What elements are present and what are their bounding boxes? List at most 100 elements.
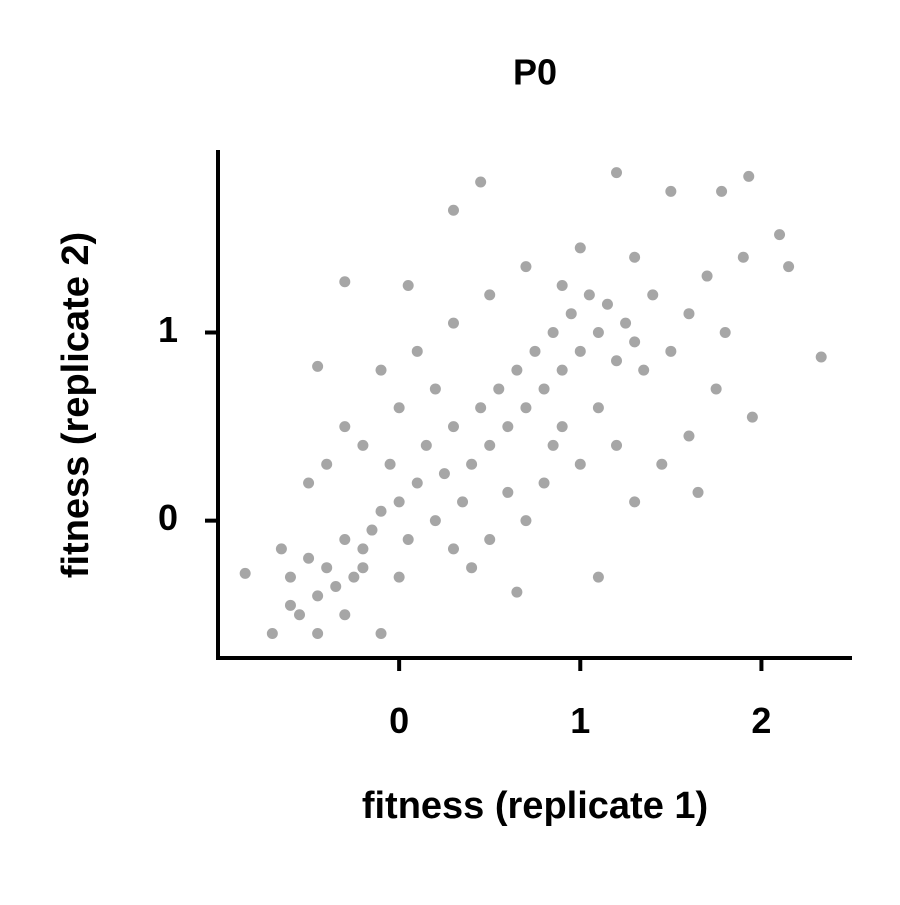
scatter-point: [393, 496, 405, 508]
scatter-point: [457, 496, 469, 508]
scatter-point: [438, 468, 450, 480]
scatter-point: [611, 355, 623, 367]
scatter-point: [429, 515, 441, 527]
scatter-point: [629, 251, 641, 263]
scatter-point: [294, 609, 306, 621]
scatter-point: [743, 170, 755, 182]
scatter-point: [447, 204, 459, 216]
scatter-point: [520, 515, 532, 527]
scatter-point: [538, 477, 550, 489]
scatter-point: [375, 364, 387, 376]
x-axis-label: fitness (replicate 1): [362, 785, 708, 827]
scatter-point: [556, 421, 568, 433]
scatter-point: [411, 477, 423, 489]
scatter-point: [647, 289, 659, 301]
scatter-point: [384, 458, 396, 470]
scatter-point: [638, 364, 650, 376]
scatter-point: [574, 458, 586, 470]
scatter-point: [312, 360, 324, 372]
scatter-point: [484, 289, 496, 301]
scatter-point: [393, 571, 405, 583]
scatter-point: [357, 439, 369, 451]
scatter-point: [511, 364, 523, 376]
scatter-point: [556, 364, 568, 376]
scatter-point: [592, 327, 604, 339]
y-tick-label: 0: [158, 497, 178, 538]
scatter-point: [266, 628, 278, 640]
scatter-point: [303, 552, 315, 564]
chart-title: P0: [513, 52, 557, 93]
scatter-point: [375, 628, 387, 640]
scatter-point: [683, 430, 695, 442]
scatter-point: [574, 345, 586, 357]
scatter-point: [484, 533, 496, 545]
scatter-point: [312, 628, 324, 640]
scatter-point: [321, 562, 333, 574]
scatter-point: [701, 270, 713, 282]
scatter-point: [466, 458, 478, 470]
scatter-point: [538, 383, 550, 395]
scatter-point: [339, 533, 351, 545]
scatter-point: [339, 421, 351, 433]
x-tick-label: 1: [570, 700, 590, 741]
scatter-point: [692, 486, 704, 498]
x-tick-label: 0: [389, 700, 409, 741]
scatter-point: [402, 533, 414, 545]
scatter-point: [665, 185, 677, 197]
scatter-point: [574, 242, 586, 254]
scatter-point: [357, 562, 369, 574]
scatter-point: [665, 345, 677, 357]
scatter-point: [511, 586, 523, 598]
scatter-point: [502, 486, 514, 498]
scatter-point: [746, 411, 758, 423]
scatter-point: [565, 308, 577, 320]
scatter-point: [719, 327, 731, 339]
scatter-point: [429, 383, 441, 395]
scatter-point: [475, 176, 487, 188]
scatter-point: [375, 505, 387, 517]
scatter-point: [447, 317, 459, 329]
scatter-point: [520, 261, 532, 273]
scatter-point: [339, 609, 351, 621]
scatter-point: [656, 458, 668, 470]
scatter-point: [312, 590, 324, 602]
scatter-point: [339, 276, 351, 288]
scatter-point: [783, 261, 795, 273]
scatter-point: [466, 562, 478, 574]
scatter-point: [357, 543, 369, 555]
scatter-point: [520, 402, 532, 414]
scatter-point: [611, 439, 623, 451]
points-layer: [239, 167, 827, 640]
scatter-point: [583, 289, 595, 301]
scatter-point: [484, 439, 496, 451]
scatter-point: [420, 439, 432, 451]
scatter-point: [611, 167, 623, 179]
scatter-point: [303, 477, 315, 489]
scatter-point: [683, 308, 695, 320]
scatter-point: [774, 229, 786, 241]
scatter-point: [556, 279, 568, 291]
scatter-point: [284, 571, 296, 583]
scatter-point: [239, 567, 251, 579]
scatter-point: [348, 571, 360, 583]
scatter-point: [529, 345, 541, 357]
scatter-point: [547, 327, 559, 339]
scatter-point: [275, 543, 287, 555]
scatter-point: [710, 383, 722, 395]
scatter-point: [493, 383, 505, 395]
y-tick-label: 1: [158, 309, 178, 350]
scatter-point: [393, 402, 405, 414]
x-tick-label: 2: [751, 700, 771, 741]
scatter-point: [447, 421, 459, 433]
scatter-point: [815, 351, 827, 363]
scatter-point: [629, 496, 641, 508]
scatter-point: [629, 336, 641, 348]
scatter-point: [475, 402, 487, 414]
scatter-point: [411, 345, 423, 357]
scatter-point: [547, 439, 559, 451]
scatter-point: [284, 599, 296, 611]
scatter-point: [592, 402, 604, 414]
scatter-point: [330, 581, 342, 593]
